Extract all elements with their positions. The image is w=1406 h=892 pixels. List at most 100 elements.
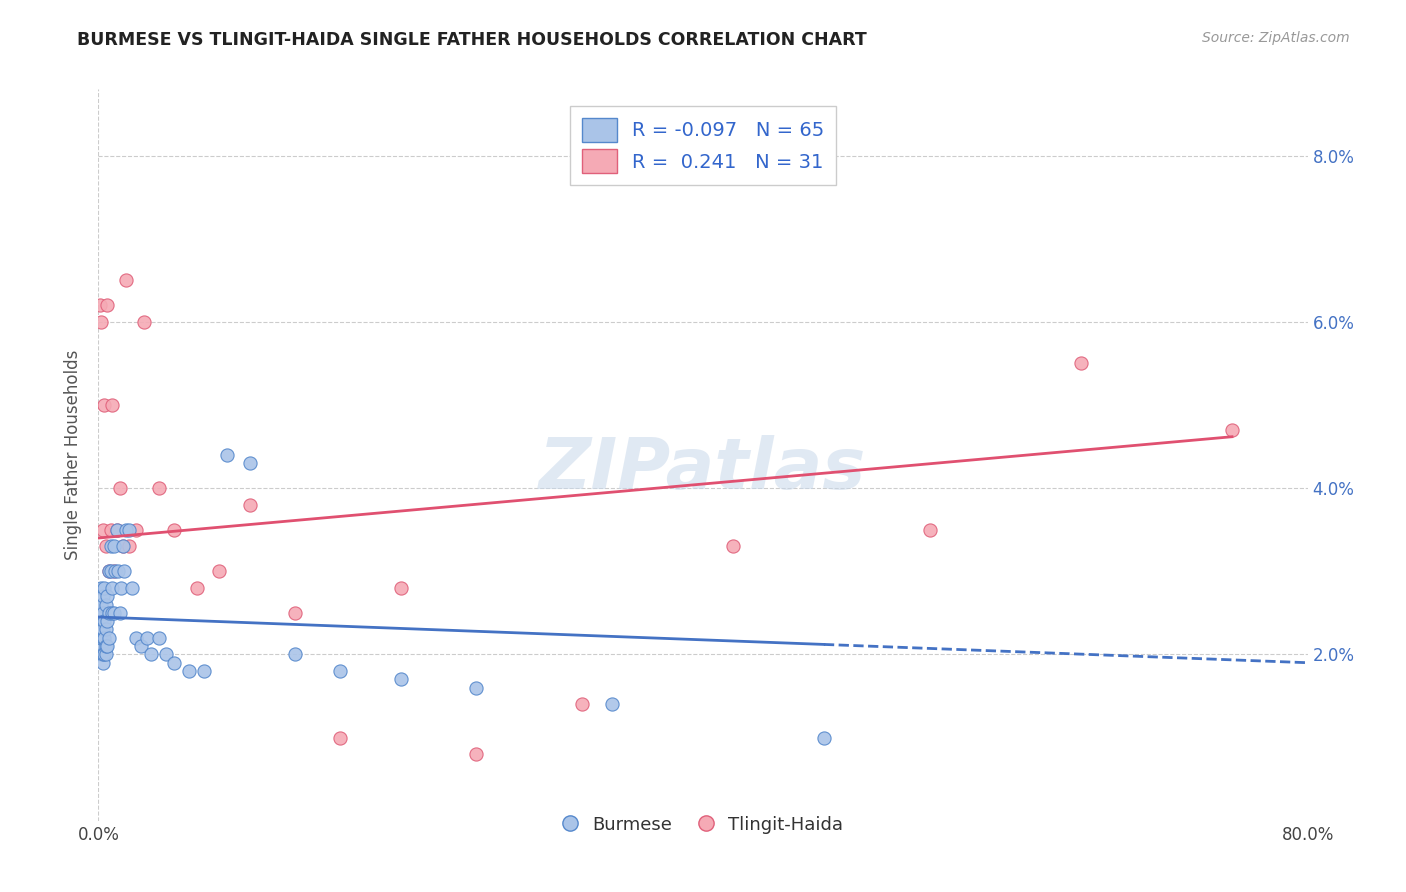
Point: [465, 747, 488, 761]
Point: [284, 648, 307, 662]
Point: [94, 623, 117, 637]
Point: [118, 539, 141, 553]
Text: ZIPatlas: ZIPatlas: [540, 435, 866, 504]
Point: [1220, 423, 1243, 437]
Point: [96, 639, 118, 653]
Point: [571, 698, 593, 712]
Point: [389, 581, 412, 595]
Point: [114, 523, 136, 537]
Point: [89, 614, 111, 628]
Point: [101, 398, 124, 412]
Point: [94, 539, 117, 553]
Point: [94, 598, 117, 612]
Point: [96, 589, 118, 603]
Point: [98, 564, 121, 578]
Point: [90, 581, 112, 595]
Point: [101, 606, 124, 620]
Point: [129, 639, 152, 653]
Point: [208, 564, 231, 578]
Point: [135, 631, 157, 645]
Point: [93, 648, 115, 662]
Point: [93, 581, 115, 595]
Point: [103, 606, 125, 620]
Point: [103, 539, 125, 553]
Point: [465, 681, 488, 695]
Point: [94, 639, 117, 653]
Point: [107, 564, 129, 578]
Point: [90, 606, 112, 620]
Point: [118, 523, 141, 537]
Point: [215, 448, 238, 462]
Point: [91, 606, 114, 620]
Point: [91, 589, 114, 603]
Point: [94, 648, 117, 662]
Point: [91, 523, 114, 537]
Legend: Burmese, Tlingit-Haida: Burmese, Tlingit-Haida: [555, 808, 851, 841]
Point: [125, 631, 148, 645]
Point: [1070, 356, 1092, 370]
Point: [155, 648, 177, 662]
Text: BURMESE VS TLINGIT-HAIDA SINGLE FATHER HOUSEHOLDS CORRELATION CHART: BURMESE VS TLINGIT-HAIDA SINGLE FATHER H…: [77, 31, 868, 49]
Point: [112, 564, 135, 578]
Point: [89, 631, 111, 645]
Point: [602, 698, 624, 712]
Point: [90, 614, 112, 628]
Point: [141, 648, 163, 662]
Point: [148, 631, 170, 645]
Point: [98, 606, 121, 620]
Point: [91, 648, 114, 662]
Point: [108, 481, 131, 495]
Point: [89, 598, 111, 612]
Point: [96, 298, 118, 312]
Point: [89, 623, 111, 637]
Point: [100, 564, 122, 578]
Point: [90, 631, 112, 645]
Point: [121, 581, 143, 595]
Point: [91, 656, 114, 670]
Point: [329, 664, 352, 678]
Point: [329, 731, 352, 745]
Point: [813, 731, 835, 745]
Text: Source: ZipAtlas.com: Source: ZipAtlas.com: [1202, 31, 1350, 45]
Point: [90, 648, 112, 662]
Point: [108, 606, 131, 620]
Point: [239, 456, 262, 470]
Point: [284, 606, 307, 620]
Point: [100, 523, 122, 537]
Point: [114, 273, 136, 287]
Point: [105, 523, 128, 537]
Point: [148, 481, 170, 495]
Point: [918, 523, 941, 537]
Point: [111, 539, 134, 553]
Point: [104, 564, 127, 578]
Y-axis label: Single Father Households: Single Father Households: [65, 350, 83, 560]
Point: [98, 564, 121, 578]
Point: [111, 539, 134, 553]
Point: [91, 623, 114, 637]
Point: [723, 539, 745, 553]
Point: [186, 581, 208, 595]
Point: [100, 539, 122, 553]
Point: [103, 564, 125, 578]
Point: [179, 664, 201, 678]
Point: [101, 581, 124, 595]
Point: [90, 598, 112, 612]
Point: [90, 315, 112, 329]
Point: [193, 664, 215, 678]
Point: [163, 523, 186, 537]
Point: [91, 631, 114, 645]
Point: [93, 614, 115, 628]
Point: [89, 298, 111, 312]
Point: [98, 631, 121, 645]
Point: [93, 398, 115, 412]
Point: [89, 606, 111, 620]
Point: [90, 639, 112, 653]
Point: [93, 631, 115, 645]
Point: [110, 581, 132, 595]
Point: [389, 673, 412, 687]
Point: [239, 498, 262, 512]
Point: [96, 614, 118, 628]
Point: [163, 656, 186, 670]
Point: [105, 523, 128, 537]
Point: [125, 523, 148, 537]
